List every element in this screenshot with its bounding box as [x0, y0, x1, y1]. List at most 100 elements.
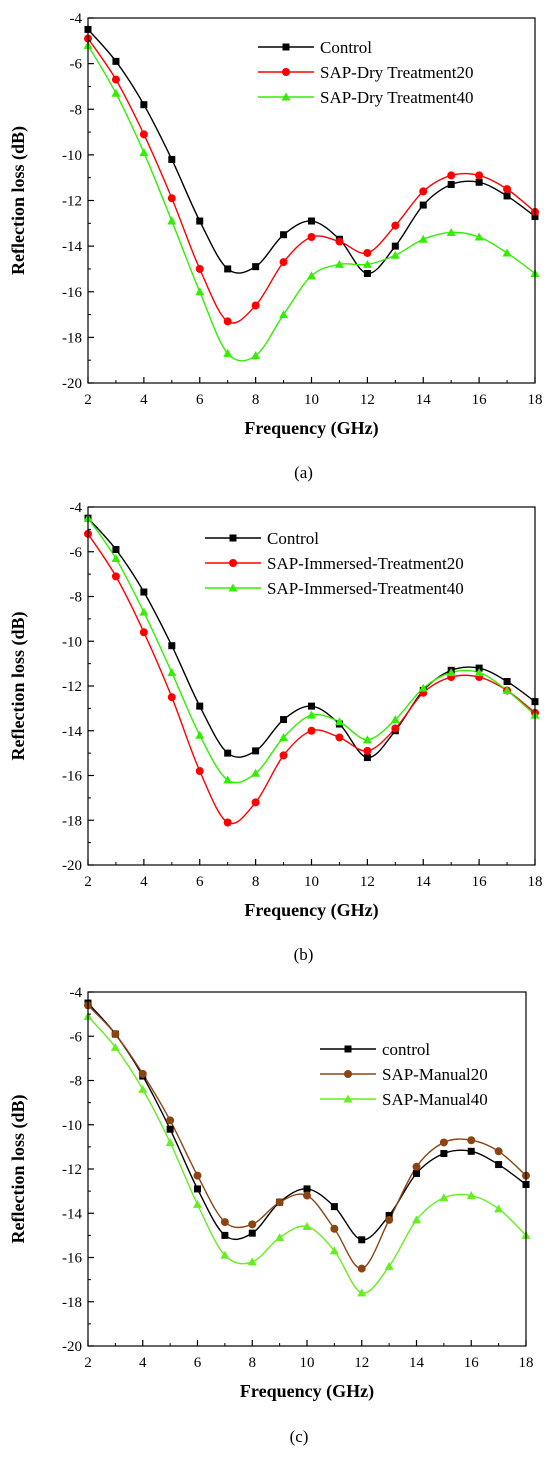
- data-point: [329, 1246, 339, 1255]
- data-point: [413, 1169, 420, 1177]
- data-point: [303, 1185, 311, 1193]
- data-point: [165, 1137, 175, 1146]
- data-point: [251, 301, 260, 310]
- legend: control SAP-Manual20 SAP-Manual40: [320, 1040, 488, 1109]
- legend-marker: [344, 1070, 352, 1078]
- data-point: [223, 317, 232, 326]
- data-point: [195, 767, 204, 776]
- legend-marker: [228, 583, 238, 592]
- legend-marker: [282, 68, 290, 76]
- data-point: [363, 746, 372, 755]
- x-tick-label: 4: [140, 874, 148, 890]
- data-point: [474, 232, 484, 241]
- x-tick-label: 8: [249, 1355, 257, 1371]
- data-point: [221, 1231, 229, 1239]
- data-point: [503, 185, 512, 194]
- data-point: [224, 749, 232, 757]
- y-tick-label: -12: [62, 679, 82, 695]
- data-point: [494, 1204, 504, 1213]
- x-tick-label: 2: [84, 874, 92, 890]
- data-point: [330, 1224, 339, 1233]
- data-point: [224, 265, 232, 273]
- y-tick-label: -18: [62, 813, 82, 829]
- y-tick-label: -12: [62, 194, 82, 210]
- legend-label: Control: [267, 529, 319, 548]
- data-point: [111, 88, 121, 97]
- data-point: [412, 1162, 421, 1171]
- data-point: [223, 348, 233, 357]
- y-tick-label: -4: [70, 985, 83, 1001]
- legend-marker: [281, 92, 291, 101]
- data-point: [139, 607, 149, 616]
- x-tick-label: 16: [472, 392, 488, 408]
- data-point: [248, 1220, 257, 1229]
- x-tick-label: 6: [194, 1355, 202, 1371]
- y-tick-label: -18: [62, 330, 82, 346]
- data-point: [275, 1198, 284, 1207]
- x-tick-label: 6: [196, 392, 204, 408]
- data-point: [391, 221, 400, 230]
- series-line: [88, 1015, 526, 1294]
- data-point: [334, 259, 344, 268]
- data-point: [495, 1161, 503, 1169]
- data-point: [251, 798, 260, 807]
- panel-caption: (c): [290, 1427, 309, 1446]
- data-point: [195, 730, 205, 739]
- data-point: [279, 732, 289, 741]
- data-point: [466, 1191, 476, 1200]
- y-tick-label: -20: [62, 376, 82, 392]
- data-point: [193, 1171, 202, 1180]
- panel-caption: (a): [294, 463, 313, 482]
- data-point: [385, 1211, 393, 1219]
- data-point: [168, 155, 176, 163]
- data-point: [358, 1236, 366, 1244]
- y-tick-label: -10: [62, 148, 82, 164]
- legend-marker: [343, 1094, 353, 1103]
- x-tick-label: 6: [196, 874, 204, 890]
- data-point: [280, 716, 288, 724]
- data-point: [502, 685, 512, 694]
- x-tick-label: 8: [252, 874, 260, 890]
- y-tick-label: -8: [70, 102, 83, 118]
- data-point: [307, 726, 316, 735]
- data-point: [335, 733, 344, 742]
- x-tick-label: 12: [360, 392, 375, 408]
- data-point: [439, 1193, 449, 1202]
- data-point: [110, 1042, 120, 1051]
- legend-marker: [344, 1045, 352, 1053]
- y-tick-label: -12: [62, 1162, 82, 1178]
- data-point: [111, 1030, 120, 1039]
- x-tick-label: 16: [464, 1355, 480, 1371]
- data-point: [194, 1185, 201, 1193]
- data-point: [167, 668, 177, 677]
- chart-panel-1: 2 4 6 8 10 12 14 16 18 -20 -18 -16 -14 -12 -10 -8 -6 -4 Fr…: [8, 11, 543, 482]
- data-point: [140, 588, 148, 596]
- data-point: [196, 217, 204, 225]
- legend-marker: [229, 534, 237, 542]
- data-point: [111, 75, 120, 84]
- y-tick-label: -8: [70, 1074, 83, 1090]
- data-point: [223, 818, 232, 827]
- series-line: [88, 45, 535, 362]
- y-tick-label: -4: [70, 11, 83, 27]
- y-axis-label: Reflection loss (dB): [8, 1095, 29, 1244]
- data-point: [390, 250, 400, 259]
- data-point: [384, 1261, 394, 1270]
- data-point: [357, 1288, 367, 1297]
- x-tick-label: 8: [252, 392, 260, 408]
- data-point: [502, 248, 512, 257]
- data-point: [447, 171, 456, 180]
- x-tick-label: 16: [472, 874, 488, 890]
- panel-caption: (b): [294, 945, 314, 964]
- data-point: [195, 264, 204, 273]
- y-tick-label: -6: [70, 545, 83, 561]
- data-point: [334, 717, 344, 726]
- x-axis-label: Frequency (GHz): [240, 1381, 374, 1402]
- data-point: [220, 1250, 230, 1259]
- data-point: [248, 1229, 256, 1237]
- y-tick-label: -10: [62, 634, 82, 650]
- data-point: [112, 57, 120, 65]
- data-point: [440, 1150, 448, 1158]
- x-tick-label: 18: [519, 1355, 534, 1371]
- data-point: [168, 642, 176, 650]
